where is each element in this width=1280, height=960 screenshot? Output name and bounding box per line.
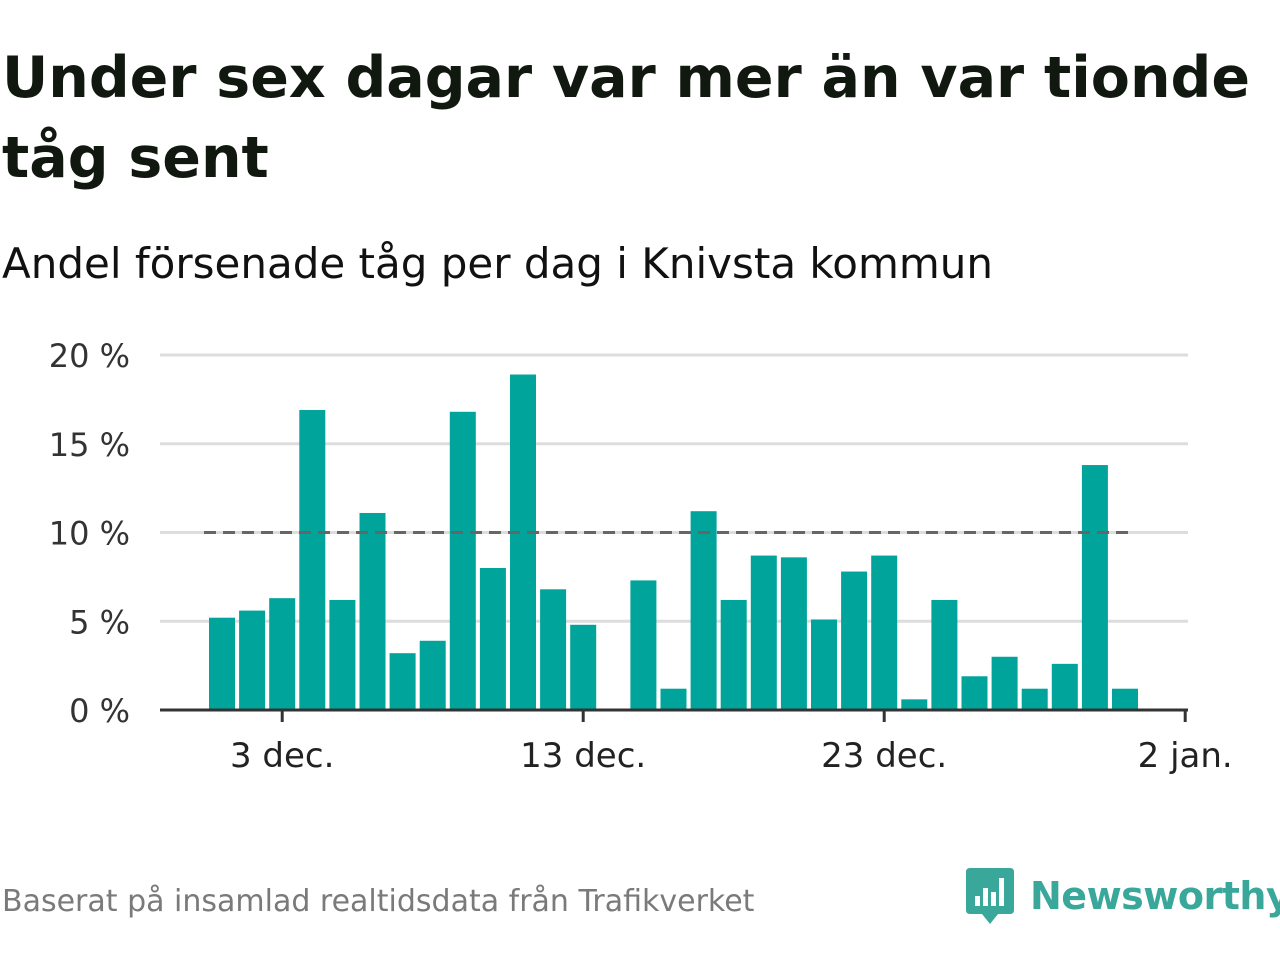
bar	[690, 511, 717, 710]
bar	[329, 599, 356, 710]
y-tick-label: 20 %	[49, 337, 130, 375]
bar	[871, 555, 898, 710]
bar	[720, 599, 747, 710]
bar	[901, 699, 928, 710]
y-tick-label: 10 %	[49, 515, 130, 553]
x-tick-label: 13 dec.	[520, 736, 646, 776]
bar	[750, 555, 777, 710]
x-tick-label: 23 dec.	[821, 736, 947, 776]
bar	[389, 653, 416, 710]
y-axis-tick-labels: 0 % 5 % 10 % 15 % 20 %	[49, 337, 130, 730]
grid-lines	[160, 353, 1188, 623]
x-tick-label: 3 dec.	[230, 736, 334, 776]
bar	[269, 598, 296, 710]
brand-name: Newsworthy	[1030, 874, 1280, 918]
bar	[841, 571, 868, 710]
bar-chart: 0 % 5 % 10 % 15 % 20 % 3 dec. 13 dec. 23 dec. 2…	[49, 337, 1233, 776]
bar	[570, 624, 597, 710]
bar	[299, 410, 326, 710]
bar	[1051, 663, 1078, 710]
y-tick-label: 5 %	[69, 603, 130, 641]
bar	[239, 610, 266, 710]
bar	[1081, 465, 1108, 710]
bar	[479, 568, 506, 710]
bar	[419, 640, 446, 710]
brand: Newsworthy	[964, 866, 1280, 926]
chart-subtitle: Andel försenade tåg per dag i Knivsta ko…	[2, 239, 994, 288]
y-tick-label: 0 %	[69, 692, 130, 730]
page-title: Under sex dagar var mer än var tionde tå…	[2, 45, 1250, 191]
bar	[811, 619, 837, 710]
bar	[961, 676, 988, 710]
y-tick-label: 15 %	[49, 426, 130, 464]
bar	[931, 599, 958, 710]
newsworthy-logo-icon	[966, 868, 1014, 924]
x-tick-label: 2 jan.	[1138, 736, 1233, 776]
bar	[359, 512, 386, 710]
bar	[1112, 688, 1138, 710]
bar	[449, 411, 476, 710]
bar	[209, 617, 235, 710]
bar	[660, 688, 687, 710]
bars	[209, 374, 1138, 710]
bar	[991, 656, 1018, 710]
source-note: Baserat på insamlad realtidsdata från Tr…	[2, 884, 755, 919]
bar	[540, 589, 567, 710]
x-axis-ticks: 3 dec. 13 dec. 23 dec. 2 jan.	[230, 710, 1233, 776]
bar	[780, 557, 807, 710]
bar	[630, 580, 657, 710]
bar	[510, 374, 536, 710]
bar	[1021, 688, 1048, 710]
